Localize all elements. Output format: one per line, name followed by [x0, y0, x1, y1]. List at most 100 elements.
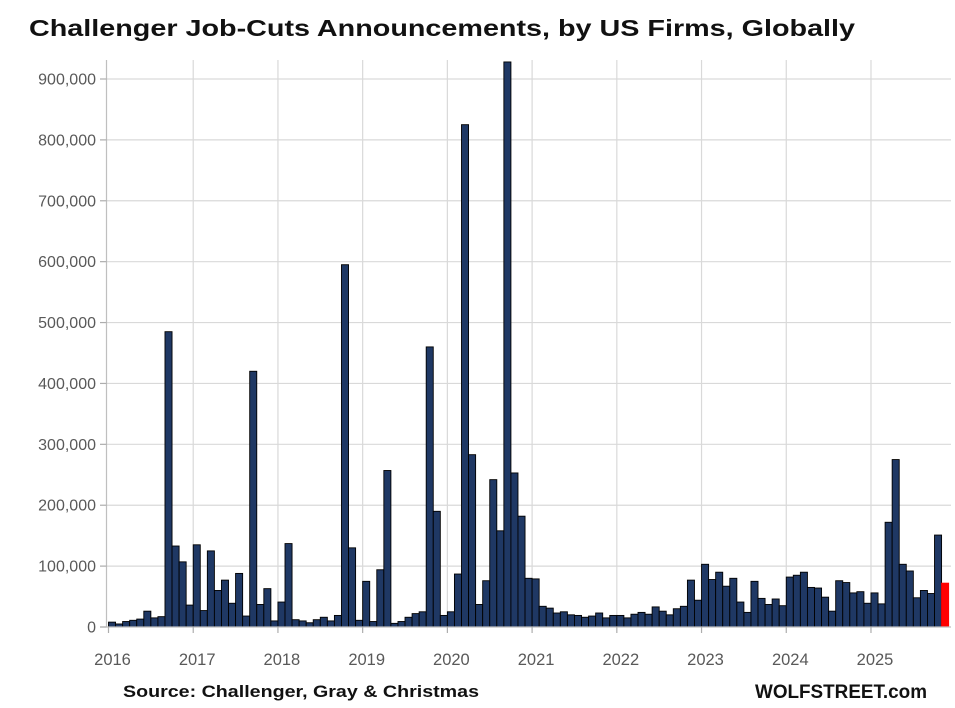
bar-month	[729, 577, 738, 628]
bar-month	[785, 576, 794, 628]
bar-month	[404, 616, 413, 628]
x-axis-year-labels: 2016 2017 2018 2019 2020 2021 2022 2023 2024 2025	[94, 651, 893, 669]
y-tick-label: 0	[87, 620, 96, 637]
bar-month	[475, 604, 484, 628]
bar-month	[319, 616, 328, 628]
bar-month	[602, 617, 611, 628]
y-tick-label: 900,000	[38, 72, 96, 89]
bar-month	[284, 543, 293, 628]
x-year-label: 2025	[857, 651, 894, 669]
bar-month	[750, 580, 759, 628]
bar-month	[870, 592, 879, 628]
monthly-job-cuts-bars	[108, 61, 950, 628]
wolfstreet-brand: WOLFSTREET.com	[755, 682, 927, 703]
bar-month	[715, 571, 724, 628]
bar-month	[623, 617, 632, 628]
bar-month	[510, 472, 519, 628]
bar-month	[792, 574, 801, 628]
x-year-label: 2016	[94, 651, 131, 669]
x-year-label: 2019	[348, 651, 385, 669]
bar-month	[341, 264, 349, 628]
bar-month	[418, 611, 427, 628]
x-year-label: 2017	[179, 651, 216, 669]
y-tick-label: 600,000	[38, 254, 96, 271]
bar-month	[616, 614, 625, 628]
bar-month	[778, 605, 787, 628]
bar-month	[213, 590, 222, 628]
bar-month	[376, 569, 385, 628]
x-year-label: 2018	[264, 651, 301, 669]
bar-month	[326, 620, 335, 628]
axes	[100, 60, 951, 633]
y-tick-label: 800,000	[38, 132, 96, 149]
bar-month	[814, 587, 823, 628]
bar-month	[701, 563, 710, 628]
x-year-label: 2024	[772, 651, 809, 669]
bar-month	[898, 563, 907, 628]
y-tick-label: 300,000	[38, 437, 96, 454]
bar-month	[171, 545, 180, 628]
bar-month	[228, 602, 237, 628]
bar-month	[609, 614, 618, 628]
bar-month	[122, 621, 131, 628]
bar-month	[348, 547, 357, 628]
bar-month	[757, 597, 766, 628]
horizontal-gridlines	[106, 78, 951, 567]
y-axis-tick-labels: 0 100,000 200,000 300,000 400,000 500,000 600,…	[38, 72, 96, 637]
bar-month	[743, 611, 752, 628]
bar-month	[355, 619, 364, 628]
bar-month	[644, 613, 653, 628]
bar-month	[531, 578, 540, 628]
bar-month	[298, 620, 307, 628]
bar-month	[934, 534, 943, 628]
bar-month	[574, 614, 582, 628]
bar-month	[242, 615, 251, 628]
bar-month	[482, 580, 491, 628]
bar-month	[771, 598, 780, 628]
bar-month	[256, 604, 265, 628]
bar-month	[595, 612, 604, 628]
bar-month	[199, 610, 208, 628]
bar-month	[708, 579, 717, 628]
bar-month	[439, 614, 448, 628]
bar-month	[672, 608, 681, 628]
y-tick-label: 500,000	[38, 315, 96, 332]
bar-month	[383, 470, 392, 628]
bar-month	[143, 610, 152, 628]
bar-month	[524, 577, 533, 628]
bar-month	[856, 591, 865, 628]
bar-month	[446, 611, 455, 628]
bar-month	[679, 605, 688, 628]
bar-month	[432, 510, 441, 628]
bar-month	[651, 606, 660, 628]
bar-month	[150, 617, 159, 628]
bar-month	[905, 570, 914, 628]
x-year-label: 2020	[433, 651, 470, 669]
x-year-label: 2023	[687, 651, 724, 669]
bar-month	[630, 613, 639, 628]
bar-month	[877, 603, 886, 628]
bar-month	[566, 614, 575, 628]
bar-month	[263, 588, 272, 628]
bar-month	[799, 571, 808, 628]
bar-month	[235, 572, 244, 628]
y-tick-label: 100,000	[38, 559, 96, 576]
bar-month	[206, 550, 215, 628]
bar-month	[411, 613, 420, 628]
bar-month	[425, 346, 434, 628]
bar-month	[221, 579, 229, 628]
bar-month	[362, 580, 371, 628]
bar-month	[461, 124, 470, 628]
bar-month	[369, 621, 378, 628]
bar-month	[835, 580, 844, 628]
bar-month	[863, 602, 872, 628]
bar-month	[912, 597, 921, 628]
bar-month	[884, 521, 893, 628]
bar-month	[270, 620, 279, 628]
bar-month	[764, 604, 773, 628]
bar-month	[157, 616, 166, 628]
bar-month	[249, 370, 258, 628]
y-tick-label: 700,000	[38, 193, 96, 210]
